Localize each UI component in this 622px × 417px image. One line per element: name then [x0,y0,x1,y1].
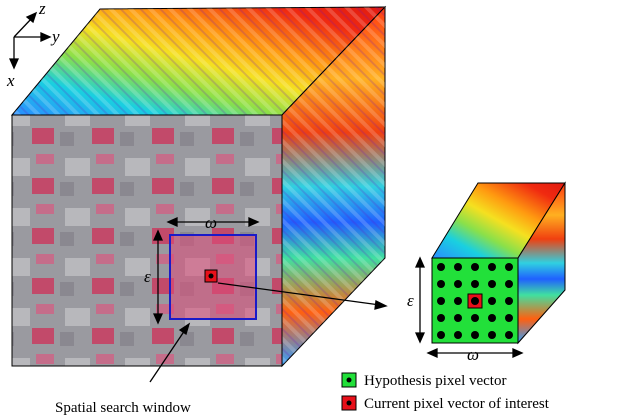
pixel-dot [437,280,445,288]
legend-dot [347,401,352,406]
legend-label: Current pixel vector of interest [364,396,550,412]
omega-small: ω [467,345,479,364]
pixel-dot [471,280,479,288]
pixel-dot [437,263,445,271]
window-caption: Spatial search window [55,400,191,416]
axis-y: y [50,27,60,46]
pixel-dot [454,314,462,322]
pixel-dot [488,331,496,339]
pixel-dot [437,297,445,305]
pixel-dot [471,331,479,339]
pixel-dot [209,274,214,279]
pixel-dot [454,263,462,271]
axis-z: z [38,0,46,18]
diagram: z y x ω ε ε ω Spatial search window Hypo… [0,0,622,417]
pixel-dot [437,314,445,322]
axis-x: x [6,71,15,90]
omega-large: ω [205,213,217,232]
pixel-dot [437,331,445,339]
epsilon-small: ε [407,291,414,310]
pixel-dot [488,314,496,322]
pixel-dot [488,280,496,288]
pixel-dot [505,331,513,339]
legend: Hypothesis pixel vector Current pixel vec… [342,373,550,412]
pixel-dot [488,297,496,305]
pixel-dot [505,297,513,305]
pixel-dot [471,297,479,305]
pixel-dot [454,297,462,305]
pixel-dot [454,280,462,288]
legend-dot [347,378,352,383]
epsilon-large: ε [144,267,151,286]
legend-label: Hypothesis pixel vector [364,373,506,389]
pixel-dot [505,280,513,288]
pixel-dot [505,263,513,271]
pixel-dot [471,263,479,271]
pixel-dot [505,314,513,322]
pixel-dot [488,263,496,271]
pixel-dot [454,331,462,339]
pixel-dot [471,314,479,322]
